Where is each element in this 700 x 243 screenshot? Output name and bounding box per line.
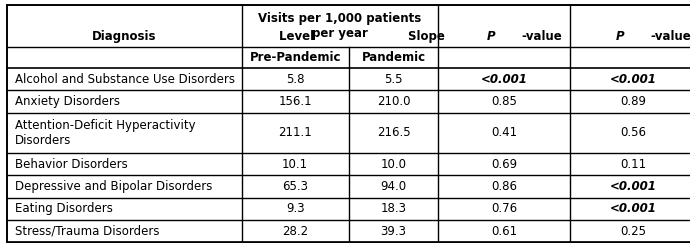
Text: 39.3: 39.3	[381, 225, 407, 238]
Text: Attention-Deficit Hyperactivity
Disorders: Attention-Deficit Hyperactivity Disorder…	[15, 119, 196, 147]
Text: Slope: Slope	[408, 30, 449, 43]
Text: 216.5: 216.5	[377, 126, 410, 139]
Text: Anxiety Disorders: Anxiety Disorders	[15, 95, 120, 108]
Text: 156.1: 156.1	[279, 95, 312, 108]
Text: 0.89: 0.89	[620, 95, 646, 108]
Text: 0.41: 0.41	[491, 126, 517, 139]
Text: -value: -value	[522, 30, 562, 43]
Text: 0.11: 0.11	[620, 157, 647, 171]
Text: 65.3: 65.3	[282, 180, 308, 193]
Text: 9.3: 9.3	[286, 202, 304, 215]
Text: 211.1: 211.1	[279, 126, 312, 139]
Text: 0.85: 0.85	[491, 95, 517, 108]
Text: 0.25: 0.25	[620, 225, 646, 238]
Text: Alcohol and Substance Use Disorders: Alcohol and Substance Use Disorders	[15, 73, 235, 86]
Text: <0.001: <0.001	[610, 73, 657, 86]
Text: Behavior Disorders: Behavior Disorders	[15, 157, 128, 171]
Text: Depressive and Bipolar Disorders: Depressive and Bipolar Disorders	[15, 180, 213, 193]
Text: 5.8: 5.8	[286, 73, 304, 86]
Text: 0.86: 0.86	[491, 180, 517, 193]
Text: -value: -value	[651, 30, 692, 43]
Text: <0.001: <0.001	[481, 73, 527, 86]
Text: 0.61: 0.61	[491, 225, 517, 238]
Text: 5.5: 5.5	[384, 73, 402, 86]
Text: Level: Level	[279, 30, 318, 43]
Text: 0.69: 0.69	[491, 157, 517, 171]
Text: 10.1: 10.1	[282, 157, 308, 171]
Text: 210.0: 210.0	[377, 95, 410, 108]
Text: <0.001: <0.001	[610, 180, 657, 193]
Text: Diagnosis: Diagnosis	[92, 30, 157, 43]
Text: 0.56: 0.56	[620, 126, 646, 139]
Text: P: P	[616, 30, 625, 43]
Text: 0.76: 0.76	[491, 202, 517, 215]
Text: Visits per 1,000 patients
per year: Visits per 1,000 patients per year	[258, 12, 421, 40]
Text: Stress/Trauma Disorders: Stress/Trauma Disorders	[15, 225, 160, 238]
Text: Pre-Pandemic: Pre-Pandemic	[249, 51, 341, 64]
Text: 94.0: 94.0	[381, 180, 407, 193]
Text: Eating Disorders: Eating Disorders	[15, 202, 113, 215]
Text: <0.001: <0.001	[610, 202, 657, 215]
Text: Pandemic: Pandemic	[361, 51, 426, 64]
Text: 10.0: 10.0	[381, 157, 407, 171]
Text: 18.3: 18.3	[381, 202, 407, 215]
Text: 28.2: 28.2	[282, 225, 308, 238]
Text: P: P	[486, 30, 496, 43]
